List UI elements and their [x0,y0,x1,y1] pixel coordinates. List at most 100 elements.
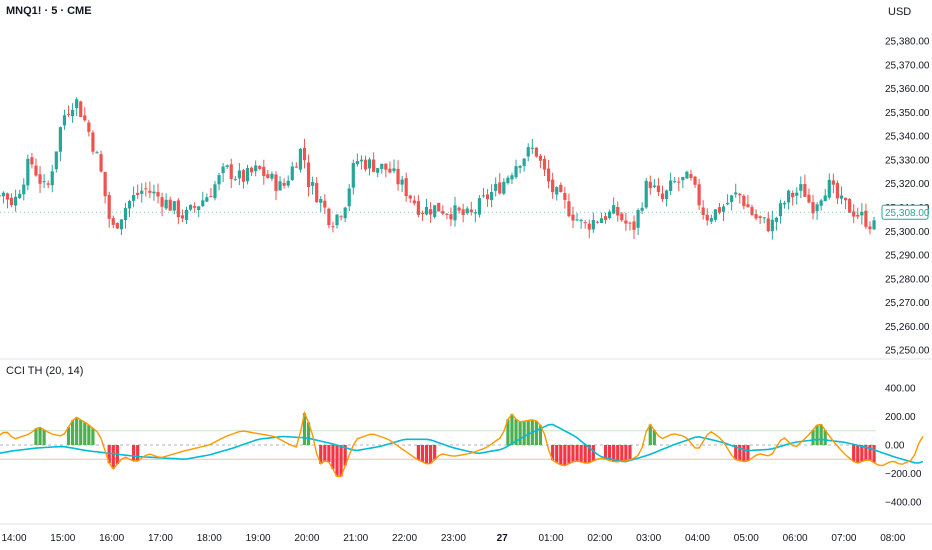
candle-body[interactable] [140,190,144,194]
candle-body[interactable] [673,181,677,183]
candle-body[interactable] [571,214,575,221]
candle-body[interactable] [778,203,783,217]
axes[interactable]: 25,250.00 25,260.00 25,270.00 25,280.00 25,2… [1,37,929,544]
candle-body[interactable] [453,205,457,221]
candle-body[interactable] [819,200,823,206]
candle-body[interactable] [579,219,583,222]
candle-body[interactable] [327,208,331,226]
candle-body[interactable] [302,148,307,161]
candle-body[interactable] [70,109,75,117]
candle-body[interactable] [404,178,408,197]
candle-body[interactable] [823,195,827,202]
candle-body[interactable] [168,199,172,211]
indicator-pane[interactable] [0,410,924,478]
candle-body[interactable] [583,222,587,224]
candle-body[interactable] [510,175,514,180]
candle-body[interactable] [860,211,864,216]
candle-body[interactable] [83,115,87,121]
candle-body[interactable] [75,99,79,109]
candle-body[interactable] [18,193,22,199]
candle-body[interactable] [693,176,697,185]
candle-body[interactable] [148,190,152,193]
candle-body[interactable] [811,202,815,214]
candle-body[interactable] [652,185,656,188]
candle-body[interactable] [498,182,502,194]
candle-body[interactable] [494,183,498,191]
candle-body[interactable] [815,204,819,212]
candle-body[interactable] [420,212,425,214]
candle-body[interactable] [636,210,640,228]
candle-body[interactable] [400,179,404,185]
candle-body[interactable] [26,158,30,186]
candle-body[interactable] [546,168,551,182]
candle-body[interactable] [717,207,722,213]
candle-body[interactable] [754,214,758,219]
candle-body[interactable] [803,184,807,197]
candle-body[interactable] [241,170,246,182]
candle-body[interactable] [355,161,359,165]
signal-line[interactable] [0,423,924,464]
candle-body[interactable] [831,180,835,185]
candle-body[interactable] [648,181,652,189]
candle-body[interactable] [359,159,364,162]
candle-body[interactable] [205,197,209,202]
candle-body[interactable] [595,221,599,223]
candle-body[interactable] [424,206,429,215]
candle-body[interactable] [441,211,445,214]
candle-body[interactable] [445,213,449,215]
candle-body[interactable] [156,191,160,197]
currency-label[interactable]: USD [888,6,912,18]
candle-body[interactable] [428,209,433,215]
candle-body[interactable] [612,205,616,214]
candle-body[interactable] [363,159,368,170]
candle-body[interactable] [351,162,355,188]
candle-body[interactable] [518,165,522,168]
candle-body[interactable] [144,188,148,190]
candle-body[interactable] [734,192,738,195]
candle-body[interactable] [331,226,335,228]
candle-body[interactable] [311,182,315,186]
candle-body[interactable] [551,179,555,193]
candle-body[interactable] [396,168,400,185]
candle-body[interactable] [197,206,201,211]
candle-body[interactable] [262,166,266,176]
candle-body[interactable] [669,180,673,191]
candle-body[interactable] [481,195,486,197]
candle-body[interactable] [746,204,750,208]
candle-body[interactable] [87,122,91,132]
candle-body[interactable] [632,221,636,230]
candle-body[interactable] [99,154,103,172]
candle-body[interactable] [258,166,262,169]
candle-body[interactable] [485,194,490,200]
candle-body[interactable] [136,192,140,195]
candle-body[interactable] [608,211,612,219]
candle-body[interactable] [852,211,856,217]
candle-body[interactable] [782,202,787,205]
candle-body[interactable] [66,113,71,115]
candle-body[interactable] [193,206,197,208]
candle-body[interactable] [856,214,860,217]
candle-body[interactable] [408,195,412,199]
candle-body[interactable] [123,208,128,220]
candle-body[interactable] [270,173,274,179]
candle-body[interactable] [477,198,482,215]
candle-body[interactable] [872,220,876,230]
candle-body[interactable] [388,168,392,173]
candle-body[interactable] [343,207,347,219]
candle-body[interactable] [725,202,730,205]
candle-body[interactable] [791,193,795,198]
last-price-tag[interactable] [881,204,929,220]
candle-body[interactable] [770,219,774,232]
candle-body[interactable] [685,171,689,179]
candle-body[interactable] [713,209,717,220]
candle-body[interactable] [111,218,115,225]
candle-body[interactable] [807,194,811,203]
candle-body[interactable] [46,183,50,185]
candle-body[interactable] [274,174,278,191]
candle-body[interactable] [5,193,10,200]
candle-body[interactable] [315,182,319,203]
candle-body[interactable] [14,196,18,206]
candle-body[interactable] [575,219,579,221]
candle-body[interactable] [795,192,799,196]
